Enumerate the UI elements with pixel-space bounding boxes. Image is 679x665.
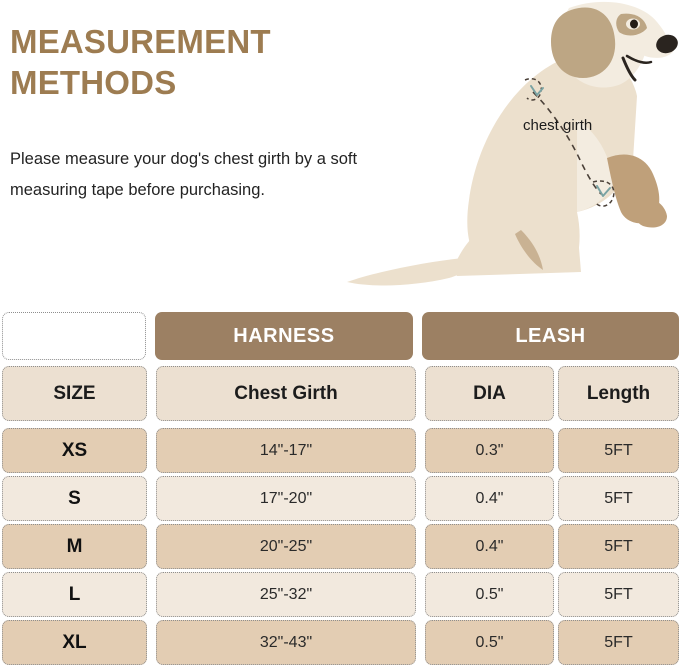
dog-tail-shape — [347, 258, 471, 286]
chest-girth-bottom-loop — [592, 180, 615, 207]
dog-body-shape — [467, 49, 637, 272]
column-header-dia: DIA — [425, 366, 554, 421]
cell-size: M — [2, 524, 147, 569]
chest-girth-bottom-arrow-icon — [596, 185, 611, 197]
chest-girth-annotation-label: chest girth — [523, 117, 593, 134]
dog-chest-highlight — [577, 120, 613, 212]
group-header-harness: HARNESS — [154, 312, 413, 360]
cell-dia: 0.3" — [425, 428, 554, 473]
cell-chest-girth: 20"-25" — [156, 524, 416, 569]
measurement-methods-section: MEASUREMENT METHODS Please measure your … — [0, 0, 679, 300]
dog-jaw-line — [621, 56, 637, 82]
page-title: MEASUREMENT METHODS — [10, 23, 271, 101]
table-column-header-row: SIZE Chest Girth DIA Length — [0, 366, 679, 421]
cell-length: 5FT — [558, 620, 679, 665]
cell-size: XL — [2, 620, 147, 665]
cell-chest-girth: 32"-43" — [156, 620, 416, 665]
table-group-header-row: HARNESS LEASH — [0, 312, 679, 360]
cell-dia: 0.4" — [425, 524, 554, 569]
cell-chest-girth: 17"-20" — [156, 476, 416, 521]
sitting-dog-illustration — [345, 0, 679, 292]
cell-length: 5FT — [558, 428, 679, 473]
chest-girth-dashed-line — [532, 91, 602, 195]
dog-ear-shape — [551, 7, 616, 79]
chest-girth-top-arrow-icon — [530, 85, 544, 96]
group-header-blank — [2, 312, 146, 360]
table-row: XL 32"-43" 0.5" 5FT — [0, 620, 679, 665]
group-header-leash: LEASH — [421, 312, 679, 360]
cell-size: L — [2, 572, 147, 617]
dog-nose-icon — [656, 34, 678, 54]
dog-mouth-line — [625, 54, 653, 64]
table-row: L 25"-32" 0.5" 5FT — [0, 572, 679, 617]
intro-paragraph: Please measure your dog's chest girth by… — [10, 150, 358, 199]
cell-length: 5FT — [558, 572, 679, 617]
table-row: S 17"-20" 0.4" 5FT — [0, 476, 679, 521]
cell-size: XS — [2, 428, 147, 473]
cell-dia: 0.4" — [425, 476, 554, 521]
cell-chest-girth: 25"-32" — [156, 572, 416, 617]
chest-girth-top-loop — [524, 78, 543, 101]
cell-chest-girth: 14"-17" — [156, 428, 416, 473]
table-row: M 20"-25" 0.4" 5FT — [0, 524, 679, 569]
dog-leg-crease — [515, 230, 543, 270]
cell-length: 5FT — [558, 524, 679, 569]
cell-size: S — [2, 476, 147, 521]
dog-paw-shape — [633, 196, 667, 228]
cell-dia: 0.5" — [425, 620, 554, 665]
column-header-chest-girth: Chest Girth — [156, 366, 416, 421]
table-row: XS 14"-17" 0.3" 5FT — [0, 428, 679, 473]
cell-length: 5FT — [558, 476, 679, 521]
column-header-length: Length — [558, 366, 679, 421]
size-chart-table: HARNESS LEASH SIZE Chest Girth DIA Lengt… — [0, 312, 679, 665]
column-header-size: SIZE — [2, 366, 147, 421]
dog-eye-pupil — [630, 19, 638, 29]
cell-dia: 0.5" — [425, 572, 554, 617]
